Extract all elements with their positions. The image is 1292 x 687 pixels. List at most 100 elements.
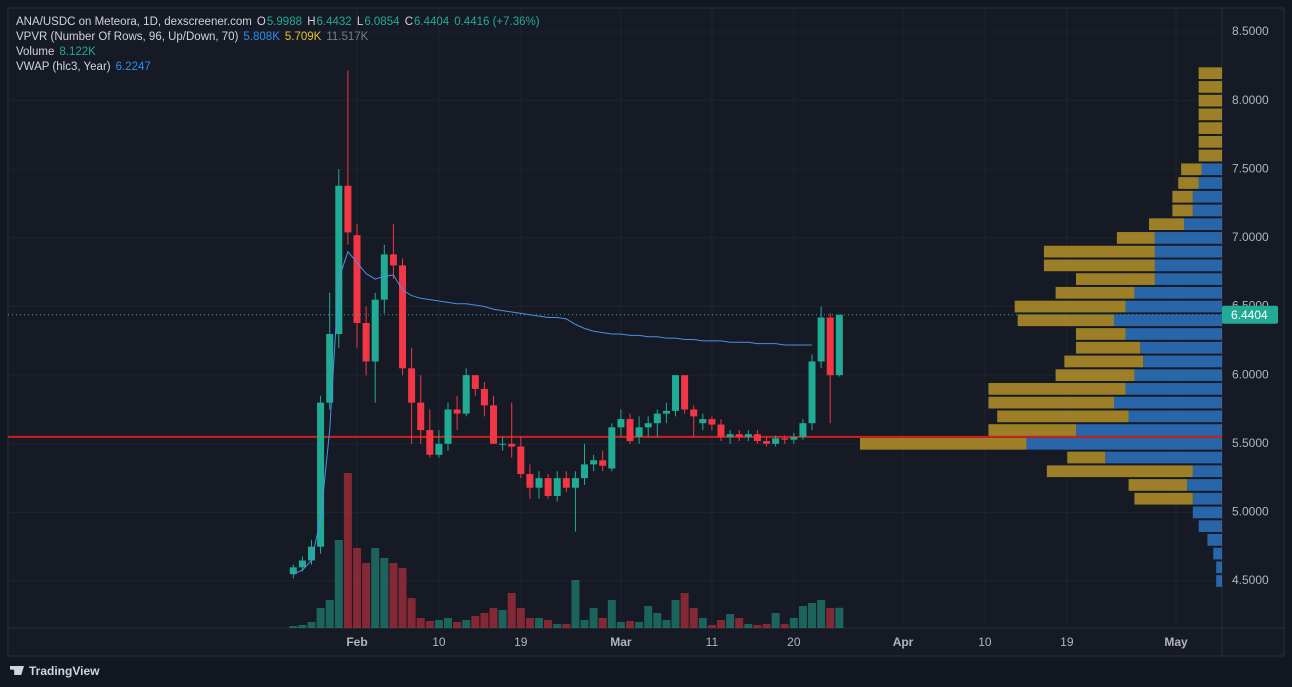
volume-bar [598, 618, 607, 628]
candle-body [389, 254, 397, 266]
profile-down [1064, 355, 1144, 368]
profile-down [860, 437, 1027, 450]
profile-up [1134, 369, 1222, 382]
profile-down [1198, 135, 1222, 148]
y-tick-label: 8.5000 [1232, 24, 1269, 38]
profile-down [1198, 108, 1222, 121]
branding[interactable]: TradingView [10, 664, 99, 678]
volume-bar [762, 624, 771, 628]
profile-up [1154, 273, 1222, 285]
y-tick-label: 7.5000 [1232, 161, 1269, 175]
volume-bar [462, 620, 471, 628]
profile-down [1076, 273, 1155, 285]
candle-body [426, 430, 434, 455]
x-tick-label: Feb [346, 635, 367, 649]
profile-up [1140, 341, 1222, 354]
volume-bar [653, 613, 662, 628]
volume-bar [298, 625, 307, 628]
volume-bar [498, 610, 507, 628]
volume-bar [680, 593, 689, 628]
x-tick-label: 10 [978, 635, 992, 649]
profile-up [1186, 479, 1222, 491]
profile-up [1184, 218, 1222, 231]
x-tick-label: 20 [787, 635, 801, 649]
volume-bar [808, 603, 817, 628]
candle-body [672, 375, 680, 411]
volume-bar [707, 625, 716, 628]
profile-down [1014, 300, 1126, 313]
volume-bar [771, 613, 780, 628]
candle-body [617, 419, 625, 428]
profile-down [1043, 245, 1155, 258]
candle-body [371, 299, 379, 362]
x-tick-label: Mar [610, 635, 632, 649]
profile-down [988, 383, 1126, 395]
profile-down [1076, 341, 1141, 354]
volume-bar [553, 624, 562, 628]
ohlc-value: 6.4432 [316, 16, 352, 28]
volume-bar [817, 600, 826, 628]
vwap-line [293, 250, 813, 575]
profile-down [1198, 122, 1222, 134]
volume-label: Volume [16, 46, 55, 58]
candle-body [344, 185, 352, 233]
ohlc: O 5.9988 H 6.4432 L 6.0854 C 6.4404 [257, 15, 449, 30]
ohlc-value: 6.4404 [414, 16, 450, 28]
candle-body [590, 460, 598, 465]
profile-up [1154, 245, 1222, 258]
candle-body [835, 314, 843, 376]
x-tick-label: 10 [432, 635, 446, 649]
legend: ANA/USDC on Meteora, 1D, dexscreener.com… [16, 15, 540, 75]
candle-body [781, 438, 789, 440]
volume-bar [689, 608, 698, 628]
profile-up [1154, 232, 1222, 244]
candle-body [817, 317, 825, 362]
profile-down [1149, 218, 1185, 231]
profile-down [1067, 451, 1106, 464]
volume-bar [362, 563, 371, 628]
candle-body [763, 441, 771, 444]
volume-bar [489, 608, 498, 628]
volume-bar [835, 607, 844, 628]
y-tick-label: 6.0000 [1232, 367, 1269, 381]
candle-body [499, 443, 507, 445]
profile-up [1207, 534, 1222, 546]
volume-bar [407, 598, 416, 628]
candle-body [317, 402, 325, 547]
volume-bar [480, 613, 489, 628]
volume-bar [635, 622, 644, 628]
candle-body [626, 419, 634, 442]
volume-bar [525, 618, 534, 628]
ohlc-label: C [404, 16, 414, 28]
volume-bar [726, 614, 735, 628]
y-tick-label: 5.5000 [1232, 436, 1269, 450]
candle-body [353, 235, 361, 324]
logo [10, 666, 24, 675]
volume-bar [571, 580, 580, 628]
vpvr-label: VPVR (Number Of Rows, 96, Up/Down, 70) [16, 31, 239, 43]
volume-bar [544, 620, 553, 628]
volume-bar [798, 606, 807, 628]
candle-body [708, 419, 716, 425]
volume-bar [371, 548, 380, 628]
profile-down [1198, 81, 1222, 93]
y-tick-label: 4.5000 [1232, 573, 1269, 587]
profile-up [1198, 177, 1222, 189]
volume-bar [453, 622, 462, 628]
profile-up [1192, 492, 1222, 505]
profile-down [1017, 314, 1114, 327]
volume-value: 8.122K [59, 46, 96, 58]
candle-body [298, 560, 306, 568]
volume-bar [589, 608, 598, 628]
symbol-title: ANA/USDC on Meteora, 1D, dexscreener.com [16, 16, 252, 28]
chart-pane [7, 7, 1285, 657]
candle-body [662, 410, 670, 414]
profile-down [1055, 369, 1135, 382]
candle-body [417, 402, 425, 431]
volume-bar [644, 606, 653, 628]
candle-body [581, 464, 589, 479]
candle-body [535, 478, 543, 488]
volume-bar [353, 548, 362, 628]
candle-body [435, 443, 443, 455]
profile-up [1201, 163, 1222, 176]
